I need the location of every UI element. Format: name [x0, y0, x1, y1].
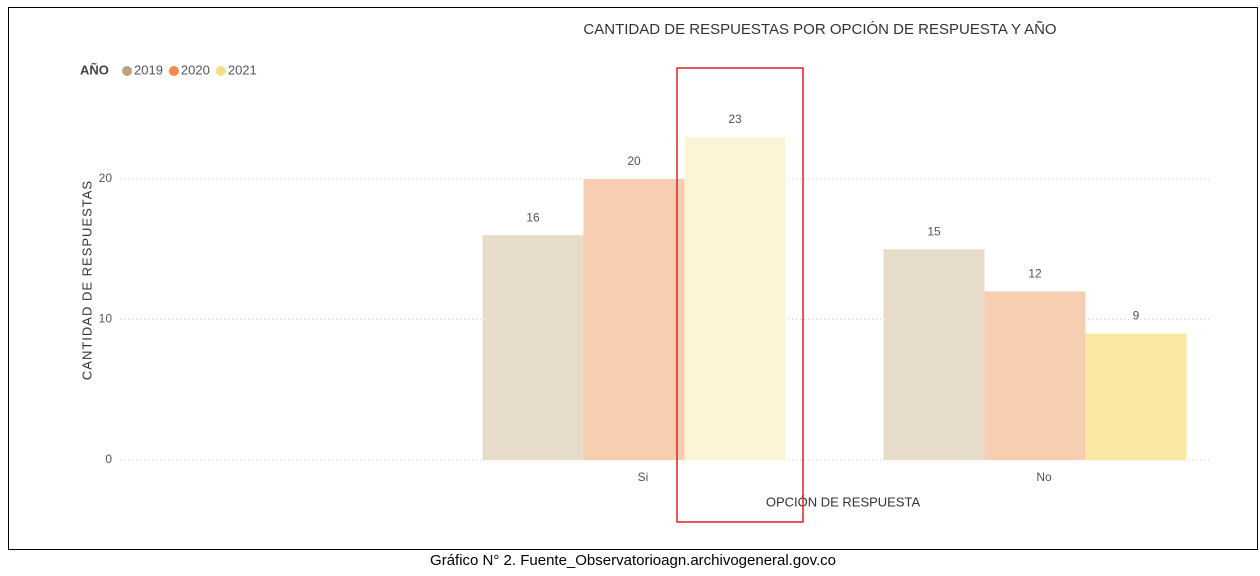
bar [583, 179, 685, 460]
bar [684, 136, 786, 460]
data-label: 16 [526, 210, 540, 224]
bar [984, 291, 1086, 460]
legend-label: 2021 [228, 62, 257, 77]
legend-label: 2019 [134, 62, 163, 77]
data-label: 9 [1133, 309, 1140, 323]
bar [1085, 333, 1187, 460]
y-tick-label: 0 [105, 452, 112, 466]
plot: 0 10 20 2019 2020 2021 Si 16 20 23 No 15 12 9 [99, 62, 1210, 484]
legend-label: 2020 [181, 62, 210, 77]
y-tick-label: 10 [99, 312, 113, 326]
legend-swatch [168, 66, 179, 76]
bar [482, 235, 584, 460]
highlight-box [676, 67, 804, 523]
data-label: 15 [927, 224, 941, 238]
legend-swatch [122, 66, 132, 76]
legend-swatch [215, 66, 226, 76]
bar [883, 249, 985, 460]
chart-title: CANTIDAD DE RESPUESTAS POR OPCIÓN DE RES… [583, 21, 1056, 38]
data-label: 23 [728, 112, 742, 126]
y-tick-label: 20 [99, 171, 113, 185]
caption: Gráfico N° 2. Fuente_Observatorioagn.arc… [430, 552, 836, 569]
data-label: 20 [627, 154, 641, 168]
y-axis-title: CANTIDAD DE RESPUESTAS [79, 180, 94, 380]
x-tick-label: Si [638, 470, 649, 484]
data-label: 12 [1028, 267, 1042, 281]
x-tick-label: No [1036, 470, 1052, 484]
x-axis-title: OPCIÓN DE RESPUESTA [766, 494, 921, 509]
legend-title: AÑO [80, 62, 109, 77]
